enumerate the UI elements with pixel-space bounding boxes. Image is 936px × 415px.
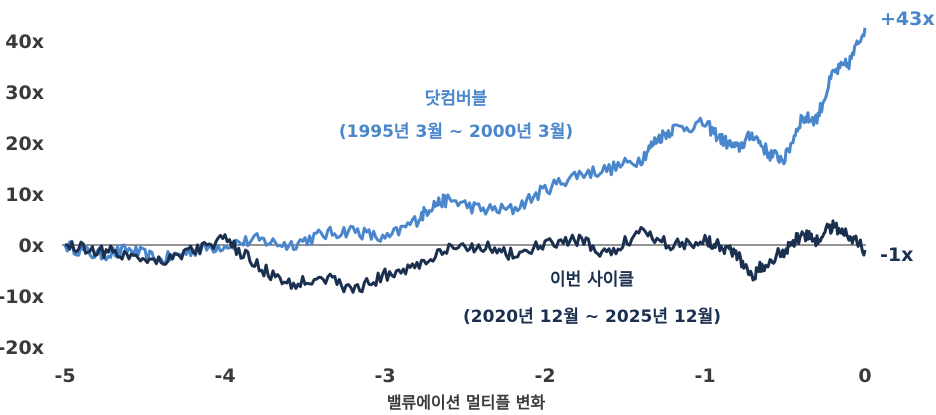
y-tick-label: 0x: [19, 235, 44, 257]
x-tick-label: -4: [214, 365, 235, 387]
x-tick-label: 0: [858, 365, 871, 387]
x-tick-label: -1: [694, 365, 715, 387]
y-tick-label: -10x: [0, 286, 44, 308]
dotcom-series-period: (1995년 3월 ~ 2000년 3월): [339, 122, 573, 142]
current-series-period: (2020년 12월 ~ 2025년 12월): [463, 307, 721, 327]
x-tick-label: -5: [54, 365, 75, 387]
x-tick-label: -2: [534, 365, 555, 387]
y-tick-label: 30x: [5, 82, 44, 104]
x-axis-ticks: -5 -4 -3 -2 -1 0: [54, 365, 871, 387]
current-series-label: 이번 사이클: [550, 270, 634, 290]
dotcom-series-label: 닷컴버블: [425, 88, 488, 109]
x-tick-label: -3: [374, 365, 395, 387]
series-line-dotcom: [63, 27, 867, 266]
current-end-value: -1x: [880, 244, 913, 266]
series-line-current-cycle: [64, 219, 867, 294]
y-tick-label: 20x: [5, 133, 44, 155]
y-tick-label: 40x: [5, 31, 44, 53]
y-tick-label: 10x: [5, 184, 44, 206]
dotcom-end-value: +43x: [880, 8, 935, 30]
y-axis-ticks: 40x 30x 20x 10x 0x -10x -20x: [0, 31, 44, 359]
x-axis-title: 밸류에이션 멀티플 변화: [387, 393, 546, 412]
y-tick-label: -20x: [0, 337, 44, 359]
